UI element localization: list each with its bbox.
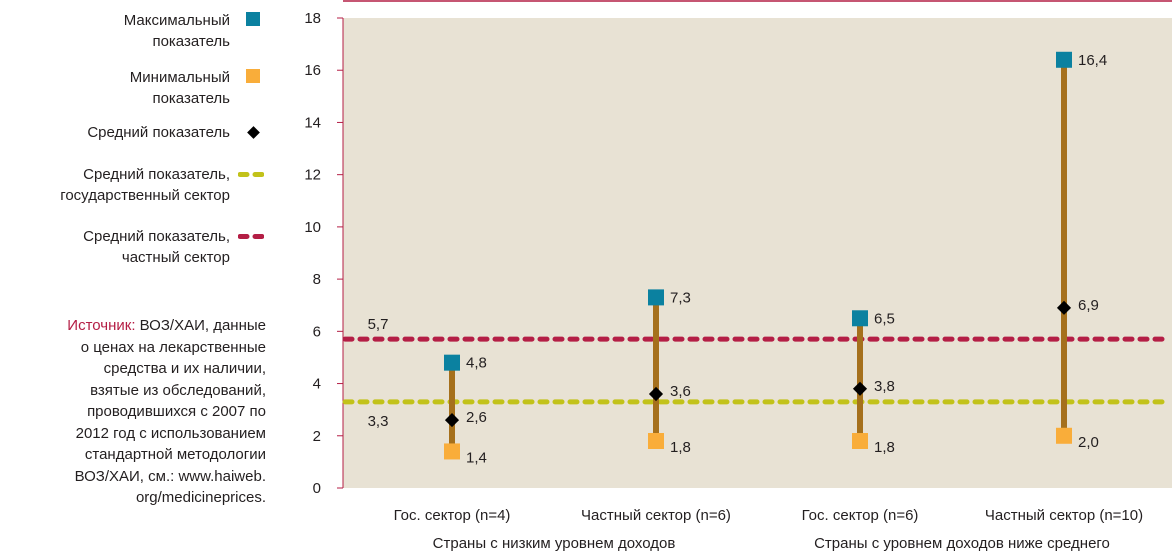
y-tick-label: 10 (304, 219, 321, 236)
reference-line-label: 5,7 (368, 316, 389, 333)
plot-area (343, 18, 1172, 488)
mean-marker (852, 381, 868, 396)
x-category-label: Частный сектор (n=10) (985, 507, 1143, 524)
mean-value-label: 3,8 (874, 378, 895, 395)
source-note: Источник: ВОЗ/ХАИ, данные о ценах на лек… (0, 315, 266, 509)
min-value-label: 1,4 (466, 449, 487, 466)
y-tick-label: 0 (313, 480, 321, 497)
legend-public-dashed-line-icon (238, 172, 264, 177)
legend-private-avg-label: Средний показатель, частный сектор (83, 228, 230, 266)
min-marker (648, 433, 664, 449)
min-marker (1056, 427, 1072, 444)
mean-value-label: 2,6 (466, 409, 487, 426)
legend-min-label: Минимальный показатель (129, 69, 230, 107)
max-value-label: 6,5 (874, 310, 895, 327)
legend: Максимальный показатель Минимальный пока… (0, 0, 290, 555)
y-tick-label: 16 (304, 62, 321, 79)
max-marker (648, 289, 664, 306)
range-series: 4,8 1,4 2,6 7,3 1,8 3,6 6,5 1,8 3,8 16,4 2,0 6,9 (444, 51, 1107, 466)
x-category-label: Частный сектор (n=6) (581, 507, 731, 524)
x-axis: Гос. сектор (n=4) Частный сектор (n=6) Гос… (394, 507, 1144, 552)
legend-max-square-icon (246, 12, 260, 26)
y-tick-label: 4 (313, 376, 321, 393)
max-value-label: 16,4 (1078, 52, 1107, 69)
y-tick-label: 18 (304, 10, 321, 27)
mean-marker (1056, 300, 1072, 315)
min-value-label: 1,8 (670, 439, 691, 456)
y-tick-label: 14 (304, 114, 321, 131)
min-value-label: 2,0 (1078, 434, 1099, 451)
mean-marker (648, 386, 664, 402)
y-tick-label: 8 (313, 271, 321, 288)
max-marker (852, 310, 868, 327)
range-chart: 0 2 4 6 8 10 12 14 16 18 5,7 3,3 4,8 1,4 2,6 7,3 1,8 3,… (304, 0, 1172, 552)
y-tick-label: 12 (304, 167, 321, 184)
legend-mean-label: Средний показатель (87, 124, 230, 141)
min-marker (444, 443, 460, 460)
source-text: ВОЗ/ХАИ, данные о ценах на лекарственные… (74, 317, 266, 506)
reference-lines: 5,7 3,3 (342, 316, 1172, 430)
mean-value-label: 3,6 (670, 383, 691, 400)
max-value-label: 7,3 (670, 289, 691, 306)
min-marker (852, 433, 868, 449)
x-category-label: Гос. сектор (n=4) (394, 507, 511, 524)
mean-value-label: 6,9 (1078, 297, 1099, 314)
x-category-label: Гос. сектор (n=6) (802, 507, 919, 524)
max-marker (1056, 51, 1072, 68)
y-axis: 0 2 4 6 8 10 12 14 16 18 (304, 10, 343, 497)
mean-marker (444, 413, 460, 428)
max-value-label: 4,8 (466, 355, 487, 372)
source-label: Источник: (67, 317, 136, 334)
legend-public-avg-label: Средний показатель, государственный сект… (60, 166, 230, 204)
legend-private-dashed-line-icon (238, 234, 264, 239)
y-tick-label: 2 (313, 428, 321, 445)
y-tick-label: 6 (313, 323, 321, 340)
legend-mean-diamond-icon (247, 126, 260, 139)
x-group-label: Страны с низким уровнем доходов (433, 535, 676, 552)
legend-max-label: Максимальный показатель (123, 12, 230, 50)
min-value-label: 1,8 (874, 439, 895, 456)
legend-min-square-icon (246, 69, 260, 83)
max-marker (444, 354, 460, 371)
reference-line-label: 3,3 (368, 413, 389, 430)
x-group-label: Страны с уровнем доходов ниже среднего (814, 535, 1110, 552)
